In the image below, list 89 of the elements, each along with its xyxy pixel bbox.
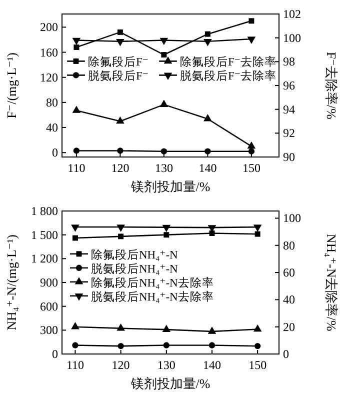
- y2-tick-label: 100: [283, 211, 301, 226]
- point: [71, 322, 80, 330]
- point: [208, 342, 216, 348]
- point: [72, 38, 81, 46]
- legend-label: 脱氨段后F⁻去除率: [180, 68, 276, 83]
- point: [116, 224, 125, 232]
- legend-label: 除氟段后NH₄⁺-N: [91, 248, 179, 262]
- x-axis-title: 镁剂投加量/%: [130, 179, 210, 194]
- x-tick-label: 140: [202, 358, 221, 372]
- y-axis-title: F⁻/(mg·L⁻¹): [4, 52, 19, 119]
- legend-label: 脱氨段后NH₄⁺-N去除率: [91, 289, 214, 304]
- point: [160, 38, 168, 46]
- y-tick-label: 300: [40, 323, 58, 338]
- x-tick-label: 110: [66, 358, 84, 372]
- point: [254, 342, 261, 350]
- point: [248, 18, 254, 24]
- y-tick-label: 900: [40, 276, 58, 290]
- y2-tick-label: 0: [283, 347, 289, 361]
- y-tick-label: 40: [46, 120, 58, 135]
- x-tick-label: 120: [111, 161, 130, 175]
- point: [161, 52, 167, 58]
- point: [118, 342, 124, 350]
- point: [253, 224, 262, 232]
- point: [72, 106, 81, 113]
- y-axis-title: NH₄⁺-N/(mg·L⁻¹): [4, 234, 19, 330]
- point: [204, 39, 212, 46]
- legend-label: 除氟段后NH₄⁺-N去除率: [91, 275, 214, 290]
- point: [162, 224, 171, 232]
- point: [208, 326, 216, 334]
- point: [117, 29, 123, 35]
- point: [254, 231, 260, 237]
- point: [116, 116, 124, 124]
- y-tick-label: 1 800: [31, 204, 58, 218]
- point: [116, 324, 125, 331]
- point: [160, 148, 168, 154]
- point: [204, 114, 212, 122]
- y2-tick-label: 20: [283, 320, 295, 334]
- x-tick-label: 130: [154, 161, 173, 175]
- x-tick-label: 150: [242, 161, 260, 175]
- y2-tick-label: 96: [283, 78, 295, 92]
- point: [118, 234, 124, 240]
- legend-label: 除氟段后F⁻去除率: [180, 54, 276, 69]
- point: [248, 148, 255, 154]
- x-tick-label: 130: [157, 358, 176, 372]
- x-tick-label: 150: [248, 358, 267, 372]
- point: [116, 39, 124, 46]
- y2-tick-label: 92: [283, 126, 295, 140]
- y-tick-label: 200: [40, 20, 58, 34]
- y-tick-label: 600: [40, 299, 58, 314]
- y2-tick-label: 80: [283, 238, 295, 252]
- point: [204, 148, 211, 154]
- point: [247, 36, 256, 44]
- x-axis-title: 镁剂投加量/%: [130, 376, 210, 391]
- legend-label: 脱氨段后F⁻: [88, 70, 148, 83]
- point: [72, 235, 78, 241]
- y-tick-label: 0: [52, 347, 58, 361]
- point: [209, 230, 215, 236]
- y2-tick-label: 100: [283, 30, 301, 45]
- y-tick-label: 160: [40, 45, 58, 60]
- point: [204, 31, 210, 37]
- point: [71, 224, 80, 232]
- point: [117, 148, 124, 154]
- point: [72, 342, 78, 348]
- y-tick-label: 1 500: [31, 228, 58, 242]
- x-tick-label: 140: [198, 161, 217, 175]
- point: [163, 342, 170, 348]
- point: [253, 324, 262, 332]
- y2-tick-label: 102: [283, 7, 301, 21]
- y2-axis-title: F⁻去除率/%: [324, 52, 339, 120]
- y2-tick-label: 60: [283, 266, 295, 280]
- point: [74, 44, 80, 50]
- y2-tick-label: 40: [283, 292, 295, 307]
- point: [247, 141, 256, 149]
- legend-label: 除氟段后F⁻: [88, 56, 148, 69]
- y2-axis-title: NH₄⁺-N去除率/%: [324, 234, 339, 332]
- legend-label: 脱氨段后NH₄⁺-N: [91, 262, 179, 276]
- y2-tick-label: 94: [283, 102, 295, 116]
- point: [73, 148, 80, 154]
- y2-tick-label: 98: [283, 54, 295, 69]
- y-tick-label: 1 200: [31, 252, 58, 266]
- y-tick-label: 80: [46, 95, 58, 110]
- point: [162, 324, 171, 332]
- x-tick-label: 120: [112, 358, 130, 372]
- y-tick-label: 120: [40, 70, 58, 84]
- y-tick-label: 0: [52, 146, 58, 160]
- point: [160, 100, 168, 107]
- y2-tick-label: 90: [283, 150, 295, 164]
- x-tick-label: 110: [68, 161, 86, 175]
- point: [164, 232, 170, 238]
